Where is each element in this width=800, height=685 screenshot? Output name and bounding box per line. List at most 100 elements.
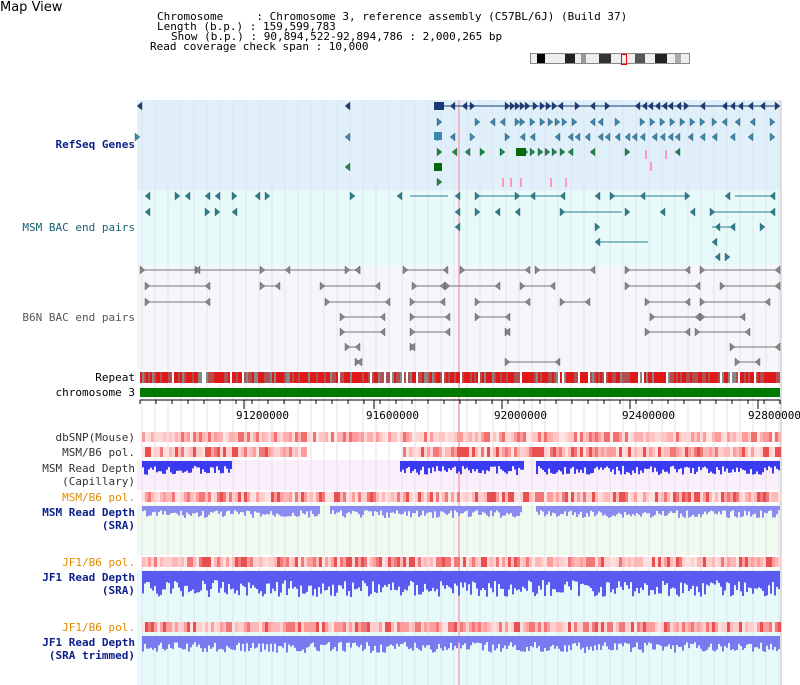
refseq-genes-label: RefSeq Genes [55,138,135,151]
heat-cell [586,432,589,442]
depth-bar [154,636,156,648]
depth-bar [628,506,630,515]
heat-cell [334,622,337,632]
depth-bar [440,506,442,512]
depth-bar [712,506,714,512]
depth-bar [442,506,444,512]
depth-bar [500,461,502,470]
heat-cell [223,447,226,457]
heat-cell [667,447,670,457]
heat-cell [493,557,496,567]
repeat-segment [212,372,214,383]
depth-bar [468,636,470,650]
repeat-segment [716,372,718,383]
depth-bar [642,636,644,653]
repeat-segment [222,372,224,383]
depth-bar [714,636,716,652]
repeat-segment [588,372,590,383]
depth-bar [142,571,144,594]
depth-bar [680,636,682,647]
feature-arrow [319,281,326,291]
heat-cell [301,492,304,502]
depth-bar [258,636,260,644]
heat-cell [745,622,748,632]
depth-bar [560,636,562,652]
depth-bar [682,636,684,651]
chromosome-ideogram[interactable] [530,53,690,65]
depth-bar [592,636,594,651]
heat-cell [754,557,757,567]
repeat-segment [388,372,390,383]
heat-cell [448,432,451,442]
depth-bar [302,571,304,594]
repeat-segment [754,372,756,383]
heat-cell [205,492,208,502]
depth-bar [636,571,638,588]
depth-bar [760,571,762,589]
repeat-segment [536,372,538,383]
depth-bar [212,636,214,648]
heat-cell [598,492,601,502]
depth-bar [248,636,250,651]
depth-bar [194,571,196,594]
depth-bar [456,636,458,649]
heat-cell [472,622,475,632]
heat-cell [184,557,187,567]
heat-cell [268,557,271,567]
heat-cell [775,447,778,457]
depth-bar [522,636,524,652]
feature-arrow [744,327,751,337]
heat-cell [643,622,646,632]
heat-cell [655,622,658,632]
depth-bar [170,571,172,594]
heat-cell [709,557,712,567]
heat-cell [733,622,736,632]
heat-cell [145,557,148,567]
depth-bar [458,461,460,472]
heat-cell [454,557,457,567]
depth-bar [746,506,748,516]
heat-cell [199,447,202,457]
repeat-segment [314,372,316,383]
heat-cell [769,492,772,502]
heat-cell [571,557,574,567]
heat-cell [637,447,640,457]
depth-bar [612,636,614,651]
depth-bar [672,506,674,513]
heat-cell [601,622,604,632]
depth-bar [646,571,648,585]
repeat-segment [240,372,242,383]
depth-bar [202,506,204,511]
depth-bar [334,506,336,515]
depth-bar [558,461,560,471]
depth-bar [596,636,598,650]
depth-bar [296,506,298,517]
heat-cell [754,622,757,632]
depth-bar [224,506,226,516]
heat-cell [220,432,223,442]
heat-cell [418,622,421,632]
depth-bar [446,461,448,473]
depth-bar [678,506,680,518]
feature-arrow [649,312,656,322]
depth-bar [408,506,410,512]
heat-cell [748,622,751,632]
heat-cell [223,622,226,632]
repeat-segment [316,372,318,383]
heat-cell [460,492,463,502]
heat-cell [616,447,619,457]
heat-cell [679,492,682,502]
heat-cell [388,622,391,632]
repeat-segment [296,372,298,383]
heat-cell [724,557,727,567]
depth-bar [552,506,554,513]
depth-bar [470,636,472,646]
heat-cell [655,557,658,567]
depth-bar [584,506,586,517]
depth-bar [744,636,746,649]
heat-cell [742,432,745,442]
depth-bar [710,461,712,472]
depth-bar [278,571,280,597]
depth-bar [760,461,762,475]
